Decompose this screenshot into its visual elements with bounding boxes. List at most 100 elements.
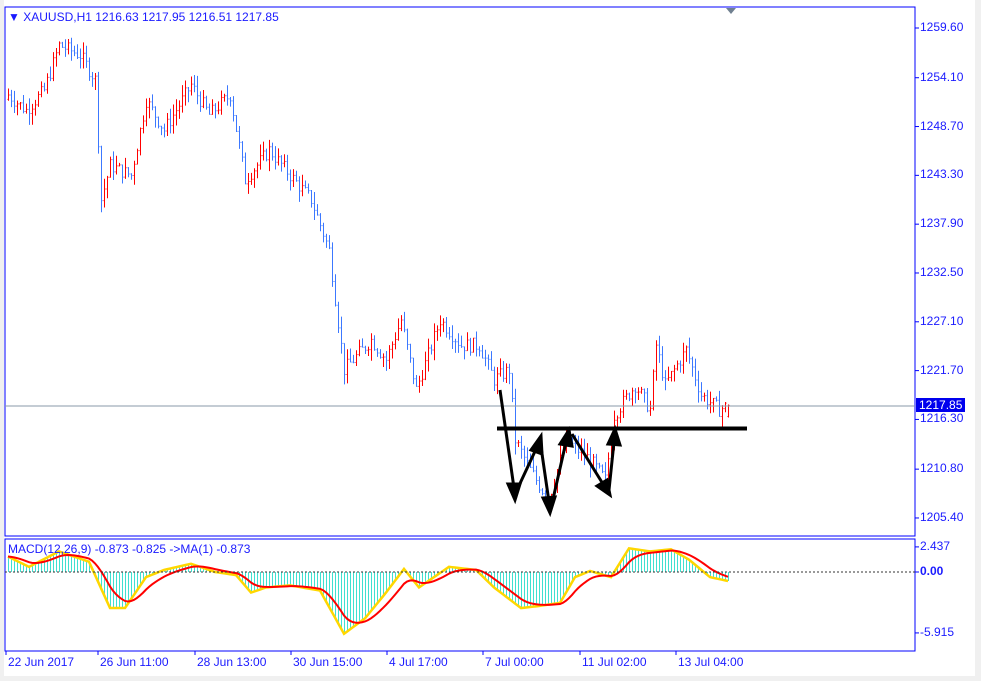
price-bar xyxy=(55,48,58,67)
price-bar xyxy=(700,382,703,402)
price-bar xyxy=(535,465,538,485)
w-pattern-arrows[interactable] xyxy=(498,389,623,518)
price-bar xyxy=(406,328,409,350)
shift-marker-icon[interactable] xyxy=(726,8,736,14)
price-bar xyxy=(394,332,397,350)
price-bar xyxy=(634,388,637,404)
price-bar xyxy=(310,190,313,208)
price-bar xyxy=(142,115,145,134)
price-bar xyxy=(70,37,73,61)
price-bar xyxy=(721,405,724,428)
price-bar xyxy=(181,85,184,113)
price-bar xyxy=(67,39,70,55)
price-bar xyxy=(22,94,25,114)
price-bar xyxy=(340,316,343,354)
price-bar xyxy=(124,157,127,179)
price-bar xyxy=(298,176,301,202)
macd-tick-label: -5.915 xyxy=(920,624,955,639)
price-bar xyxy=(523,445,526,467)
price-bar xyxy=(100,145,103,213)
price-bar xyxy=(409,343,412,363)
price-bar xyxy=(106,175,109,199)
price-bar xyxy=(667,366,670,382)
time-tick-label: 22 Jun 2017 xyxy=(8,655,75,669)
price-bar xyxy=(43,82,46,92)
price-bar xyxy=(646,387,649,413)
price-bar xyxy=(724,401,727,413)
price-bar xyxy=(283,154,286,168)
price-bar xyxy=(274,146,277,170)
price-bar xyxy=(631,387,634,406)
price-bar xyxy=(46,73,49,94)
price-bar xyxy=(373,335,376,351)
price-bar xyxy=(112,151,115,181)
price-bar xyxy=(652,369,655,411)
price-bar xyxy=(694,358,697,387)
price-bar xyxy=(325,233,328,248)
price-bar xyxy=(292,169,295,187)
price-bar xyxy=(454,338,457,353)
price-bar xyxy=(241,141,244,162)
price-bar xyxy=(430,344,433,355)
price-bar xyxy=(271,142,274,161)
price-bar xyxy=(178,100,181,119)
time-tick-label: 28 Jun 13:00 xyxy=(197,655,267,669)
price-bar xyxy=(472,337,475,353)
price-bar xyxy=(385,350,388,371)
scrollbar[interactable] xyxy=(975,0,981,681)
price-bar xyxy=(376,348,379,357)
price-bar xyxy=(688,337,691,364)
price-bars xyxy=(7,37,730,511)
price-bar xyxy=(28,98,31,125)
price-bar xyxy=(484,349,487,367)
price-bar xyxy=(382,353,385,368)
price-bar xyxy=(253,168,256,188)
ohlc-readout: XAUUSD,H1 1216.63 1217.95 1216.51 1217.8… xyxy=(23,10,279,24)
price-bar xyxy=(268,139,271,172)
price-bar xyxy=(418,375,421,393)
price-bar xyxy=(232,96,235,122)
price-bar xyxy=(403,311,406,333)
price-bar xyxy=(61,41,64,48)
price-bar xyxy=(229,97,232,107)
price-bar xyxy=(196,75,199,105)
price-bar xyxy=(58,41,61,56)
price-bar xyxy=(466,332,469,352)
price-bar xyxy=(259,144,262,170)
dropdown-triangle-icon[interactable]: ▼ xyxy=(8,10,20,24)
price-bar xyxy=(439,315,442,337)
price-bar xyxy=(400,315,403,332)
price-bar xyxy=(442,318,445,333)
price-bar xyxy=(628,392,631,402)
price-bar xyxy=(511,372,514,403)
price-bar xyxy=(10,89,13,108)
price-tick-label: 1232.50 xyxy=(920,264,964,279)
price-bar xyxy=(244,152,247,185)
price-bar xyxy=(661,346,664,381)
price-bar xyxy=(313,191,316,220)
price-bar xyxy=(412,357,415,385)
price-bar xyxy=(118,162,121,167)
price-bar xyxy=(475,331,478,357)
price-bar xyxy=(346,349,349,384)
price-bar xyxy=(508,363,511,385)
price-bar xyxy=(622,389,625,418)
price-bar xyxy=(121,164,124,184)
price-bar xyxy=(328,235,331,250)
price-bar xyxy=(130,173,133,180)
price-bar xyxy=(670,370,673,382)
price-tick-label: 1210.80 xyxy=(920,461,964,476)
price-bar xyxy=(415,375,418,387)
price-bar xyxy=(367,346,370,357)
price-bar xyxy=(217,101,220,115)
price-bar xyxy=(355,350,358,367)
price-bar xyxy=(166,113,169,136)
price-bar xyxy=(151,94,154,111)
price-bar xyxy=(718,390,721,417)
macd-header: MACD(12,26,9) -0.873 -0.825 ->MA(1) -0.8… xyxy=(8,542,251,556)
time-tick-label: 11 Jul 02:00 xyxy=(582,655,647,669)
price-bar xyxy=(637,387,640,400)
price-tick-label: 1248.70 xyxy=(920,118,964,133)
price-bar xyxy=(427,338,430,372)
